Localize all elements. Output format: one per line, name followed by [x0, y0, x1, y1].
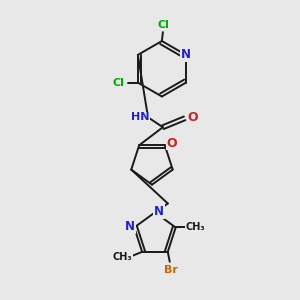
Text: CH₃: CH₃	[112, 252, 132, 262]
Text: HN: HN	[131, 112, 149, 122]
Text: Cl: Cl	[112, 78, 124, 88]
Text: Cl: Cl	[158, 20, 170, 30]
Text: O: O	[167, 137, 177, 150]
Text: N: N	[181, 48, 191, 62]
Text: CH₃: CH₃	[186, 223, 205, 232]
Text: N: N	[154, 205, 164, 218]
Text: N: N	[125, 220, 135, 233]
Text: O: O	[187, 111, 198, 124]
Text: Br: Br	[164, 265, 178, 275]
